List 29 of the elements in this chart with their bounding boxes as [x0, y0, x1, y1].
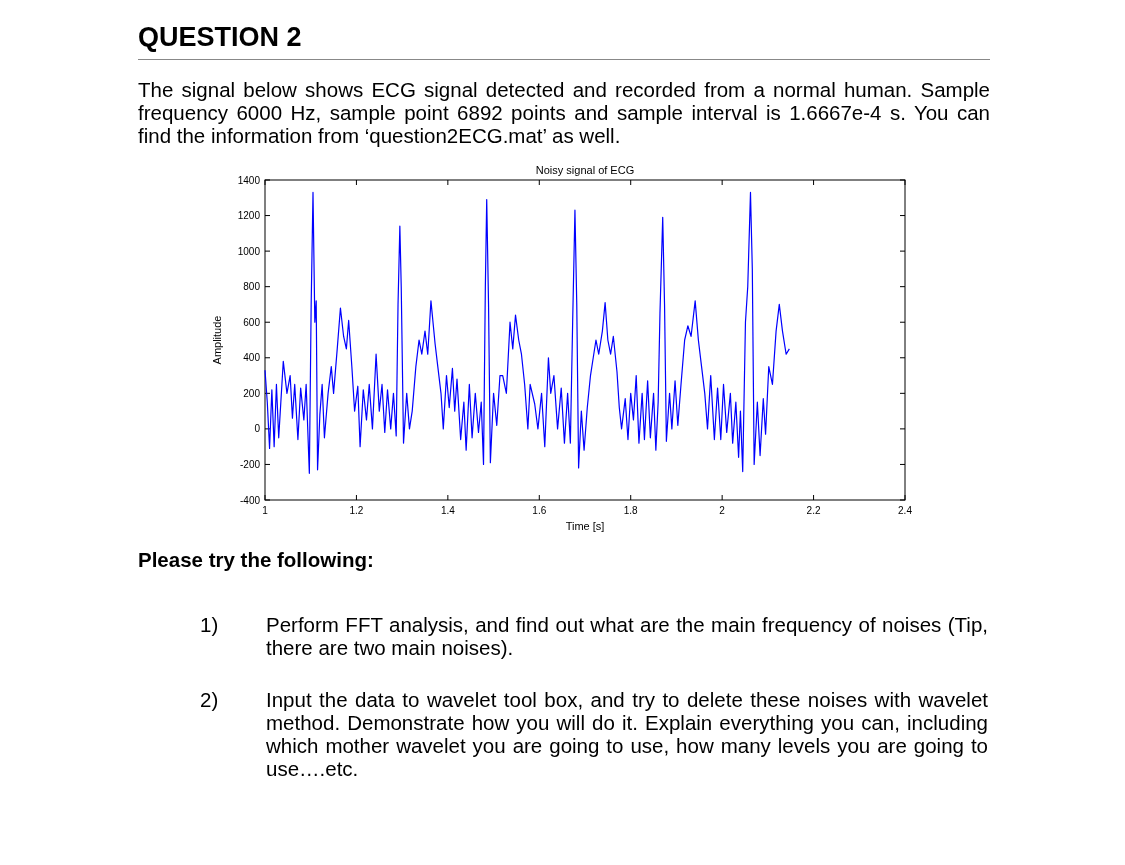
- x-tick-label: 1: [262, 505, 269, 516]
- x-tick-label: 1.2: [349, 505, 364, 516]
- x-tick-label: 2: [719, 505, 726, 516]
- x-tick-label: 1.4: [440, 505, 456, 516]
- y-tick-label: 200: [243, 387, 261, 399]
- x-tick-label: 1.6: [532, 505, 547, 516]
- chart-title: Noisy signal of ECG: [535, 164, 635, 176]
- text: Input the data to wavelet tool box, and try to delete these noises with wavelet method. Demonstrate how you will do it. Explain everything you can, including which mother wavelet you are going to use, how many levels you are going to use….etc.: [266, 688, 988, 780]
- text: QUESTION 2: [138, 22, 302, 53]
- x-tick-label: 1.8: [623, 505, 639, 516]
- x-axis-title: Time [s]: [565, 520, 605, 532]
- x-tick-label: 2.2: [806, 505, 821, 516]
- line-series: [264, 191, 790, 474]
- y-tick-label: 1000: [237, 245, 261, 257]
- y-tick-label: -400: [239, 494, 261, 506]
- y-axis-title: Amplitude: [211, 315, 223, 365]
- text: Please try the following:: [138, 548, 374, 571]
- text: The signal below shows ECG signal detected and recorded from a normal human. Sample frequency 6000 Hz, sample point 6892 points and sample interval is 1.6667e-4 s. You can find the information from ‘question2ECG.mat’ as well.: [138, 78, 990, 147]
- y-tick-label: 600: [243, 316, 261, 328]
- y-tick-label: 1400: [237, 174, 261, 186]
- y-tick-label: 1200: [237, 210, 261, 222]
- y-tick-label: 800: [243, 281, 261, 293]
- y-tick-label: 400: [243, 352, 261, 364]
- y-tick-label: 0: [254, 423, 261, 435]
- text: 1): [200, 613, 219, 636]
- y-tick-label: -200: [239, 458, 261, 470]
- x-tick-label: 2.4: [898, 505, 913, 516]
- text: 2): [200, 688, 219, 711]
- text: Perform FFT analysis, and find out what are the main frequency of noises (Tip, there are two main noises).: [266, 613, 988, 659]
